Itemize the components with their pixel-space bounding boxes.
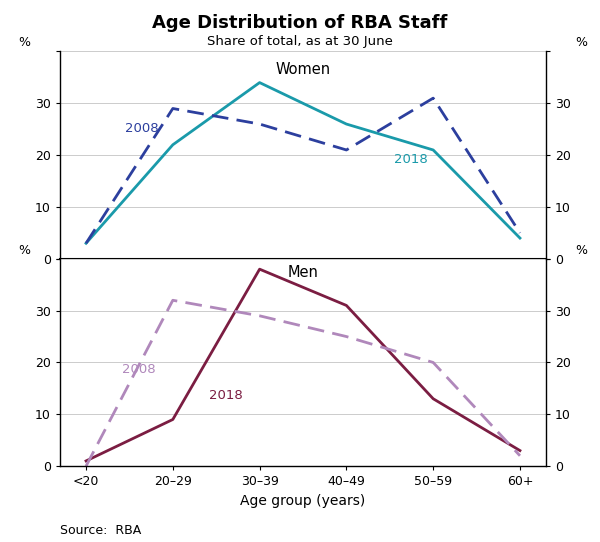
X-axis label: Age group (years): Age group (years) (241, 494, 365, 508)
Text: Age Distribution of RBA Staff: Age Distribution of RBA Staff (152, 14, 448, 31)
Text: 2008: 2008 (125, 122, 159, 135)
Text: Women: Women (275, 62, 331, 77)
Text: %: % (19, 244, 31, 257)
Text: Source:  RBA: Source: RBA (60, 524, 141, 537)
Text: %: % (19, 36, 31, 49)
Text: %: % (575, 36, 587, 49)
Text: Men: Men (287, 265, 319, 280)
Text: %: % (575, 244, 587, 257)
Text: Share of total, as at 30 June: Share of total, as at 30 June (207, 35, 393, 48)
Text: 2018: 2018 (394, 153, 428, 166)
Text: 2018: 2018 (209, 389, 243, 402)
Text: 2008: 2008 (122, 363, 156, 376)
